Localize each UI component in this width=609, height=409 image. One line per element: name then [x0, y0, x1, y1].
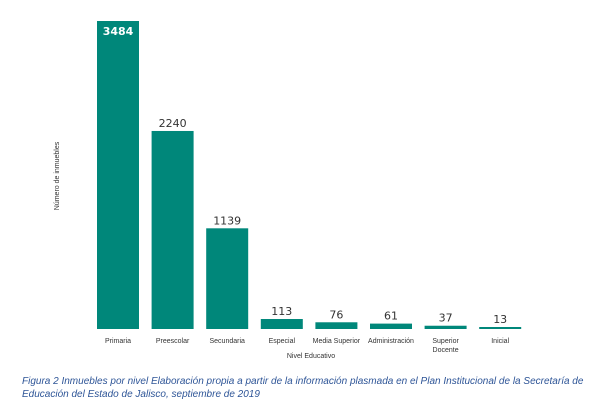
y-axis-label: Número de inmuebles — [54, 141, 61, 210]
bar-6 — [424, 325, 467, 329]
x-axis-label: Nivel Educativo — [287, 353, 335, 360]
bar-1 — [151, 130, 194, 329]
bar-7 — [479, 327, 522, 329]
x-tick-label-2: Secundaria — [209, 338, 245, 345]
x-tick-label-line: Superior — [432, 338, 459, 345]
value-labels-group: 3484 2240 1139 113 76 61 37 13 — [103, 25, 508, 326]
bar-0 — [97, 21, 139, 329]
value-label-0: 3484 — [103, 25, 134, 38]
x-tick-label-4: Media Superior — [313, 338, 361, 345]
x-tick-label-line: Docente — [433, 347, 459, 354]
bar-3 — [260, 319, 303, 329]
value-label-7: 13 — [493, 313, 507, 326]
bar-chart: 3484 2240 1139 113 76 61 37 13 Primaria Preescol… — [54, 21, 522, 360]
x-tick-label-3: Especial — [269, 338, 296, 345]
x-tick-label-6: Superior Docente — [432, 338, 459, 354]
x-tick-labels-group: Primaria Preescolar Secundaria Especial Medi… — [105, 338, 510, 354]
bar-4 — [315, 322, 358, 329]
value-label-1: 2240 — [159, 117, 187, 130]
value-label-2: 1139 — [213, 214, 241, 227]
x-tick-label-7: Inicial — [491, 338, 509, 345]
x-tick-label-5: Administración — [368, 338, 414, 345]
bar-2 — [206, 228, 249, 329]
value-label-3: 113 — [271, 305, 292, 318]
value-label-4: 76 — [329, 308, 343, 321]
bar-5 — [370, 323, 412, 329]
x-tick-label-0: Primaria — [105, 338, 131, 345]
value-label-5: 61 — [384, 310, 398, 323]
x-tick-label-1: Preescolar — [156, 338, 190, 345]
figure-caption: Figura 2 Inmuebles por nivel Elaboración… — [22, 376, 584, 400]
value-label-6: 37 — [439, 312, 453, 325]
bars-group — [97, 21, 522, 329]
